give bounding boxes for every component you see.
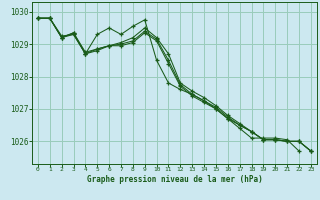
X-axis label: Graphe pression niveau de la mer (hPa): Graphe pression niveau de la mer (hPa)	[86, 175, 262, 184]
